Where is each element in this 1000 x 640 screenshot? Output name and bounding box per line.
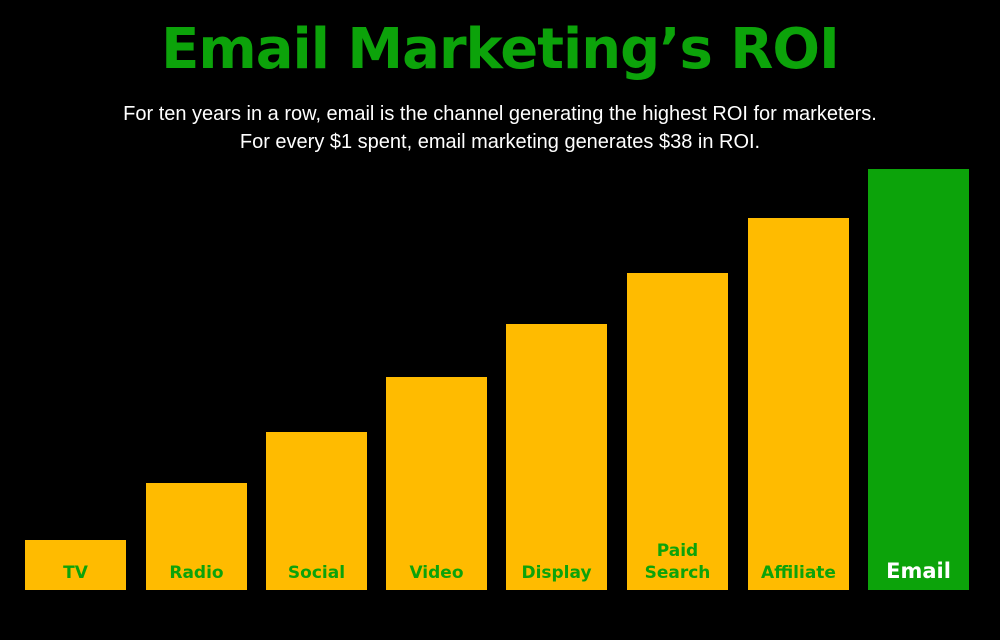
bar-label: Display	[521, 563, 592, 583]
bar-label: Paid Search	[644, 541, 711, 583]
chart-title: Email Marketing’s ROI	[161, 17, 840, 82]
bar-label: Video	[409, 563, 464, 583]
bar-display: Display	[506, 324, 607, 590]
bar-radio: Radio	[146, 483, 247, 590]
chart-subtitle-line-1: For ten years in a row, email is the cha…	[123, 103, 877, 125]
bar-label: Email	[886, 559, 951, 583]
bar-affiliate: Affiliate	[748, 218, 849, 590]
bar-label: TV	[63, 563, 88, 583]
bar-tv: TV	[25, 540, 126, 590]
bar-label: Radio	[169, 563, 224, 583]
bar-paid-search: Paid Search	[627, 273, 728, 590]
bar-video: Video	[386, 377, 487, 590]
bar-label: Affiliate	[761, 563, 836, 583]
bar-email: Email	[868, 169, 969, 590]
bar-social: Social	[266, 432, 367, 590]
bar-label: Social	[287, 563, 346, 583]
chart-subtitle-line-2: For every $1 spent, email marketing gene…	[239, 131, 761, 153]
